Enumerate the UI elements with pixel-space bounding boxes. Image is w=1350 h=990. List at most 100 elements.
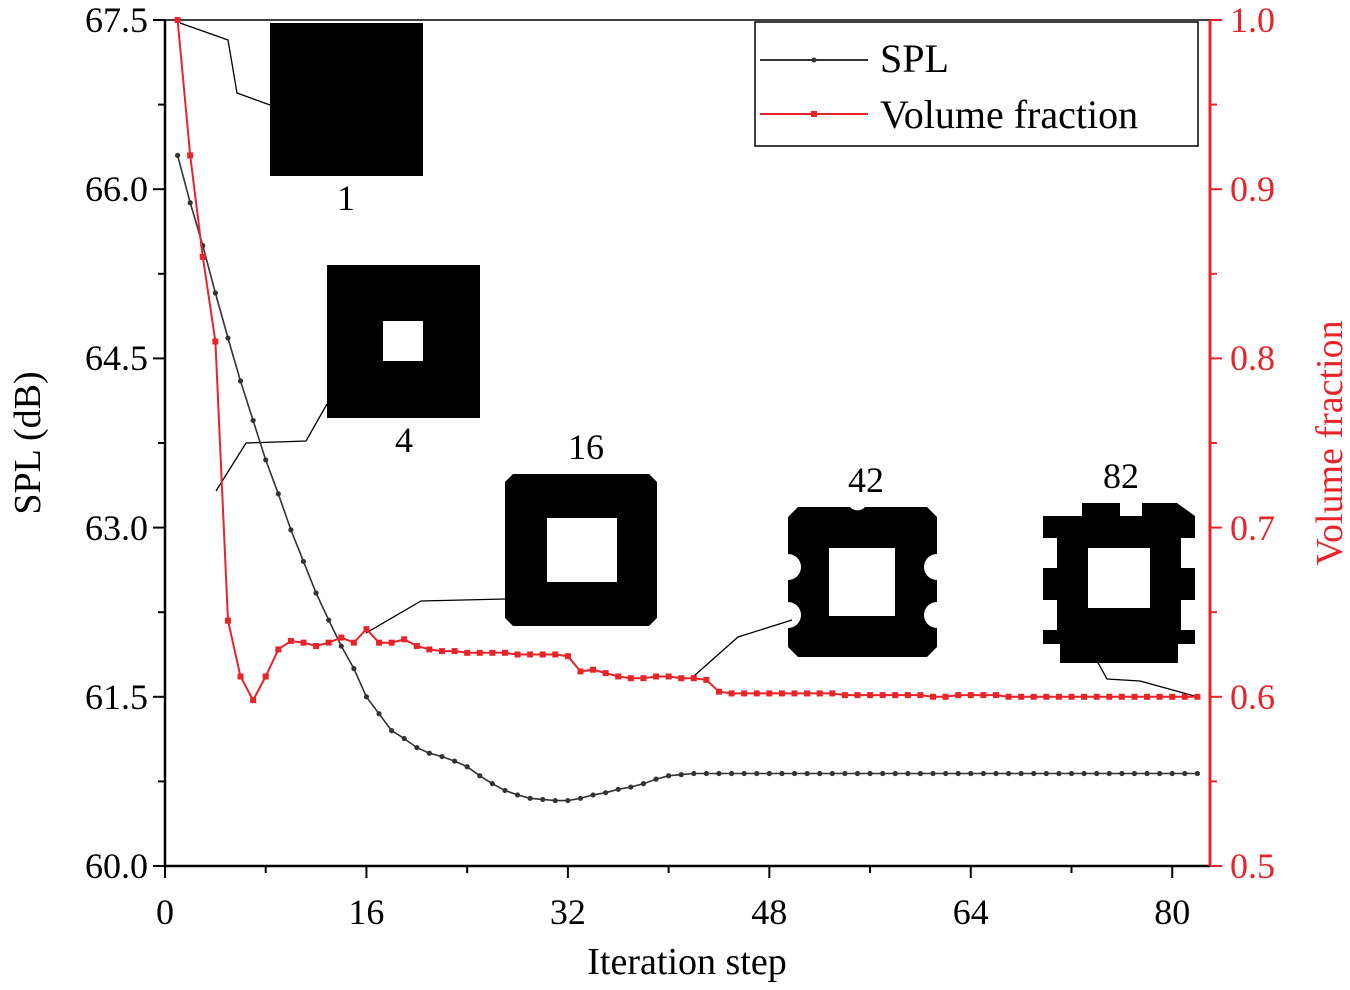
y-tick-label: 64.5 <box>85 338 148 378</box>
volume-fraction-point <box>174 17 181 23</box>
volume-fraction-point <box>1144 693 1151 700</box>
y-tick-label: 63.0 <box>85 508 148 548</box>
spl-point <box>1194 770 1201 777</box>
legend-label-volume: Volume fraction <box>880 92 1138 137</box>
volume-fraction-point <box>590 666 597 673</box>
spl-point <box>716 770 722 777</box>
spl-point <box>590 792 596 798</box>
spl-point <box>401 735 407 742</box>
design-label-4: 4 <box>395 420 413 460</box>
volume-fraction-point <box>602 670 609 677</box>
volume-fraction-point <box>489 649 496 656</box>
spl-point <box>439 753 445 760</box>
spl-point <box>275 491 281 497</box>
spl-point <box>1119 770 1125 777</box>
spl-point <box>666 773 672 779</box>
volume-fraction-point <box>703 676 710 683</box>
volume-fraction-point <box>413 643 420 650</box>
spl-point <box>930 770 936 777</box>
design-snapshot-42: 42 <box>788 460 937 657</box>
design-label-1: 1 <box>337 178 355 218</box>
volume-fraction-point <box>741 690 748 697</box>
volume-fraction-point <box>313 643 320 650</box>
spl-point <box>640 781 647 787</box>
spl-point <box>451 758 458 764</box>
volume-fraction-point <box>187 152 194 159</box>
y2-tick-label: 1.0 <box>1230 0 1275 40</box>
spl-point <box>754 770 760 777</box>
design-label-16: 16 <box>568 427 604 467</box>
spl-point <box>766 770 772 777</box>
volume-fraction-point <box>728 690 735 697</box>
spl-point <box>514 792 521 798</box>
tick-marks <box>153 19 1222 878</box>
volume-fraction-point <box>564 653 571 660</box>
volume-fraction-point <box>678 675 685 682</box>
spl-point <box>1169 770 1175 777</box>
y2-tick-label: 0.9 <box>1230 169 1275 209</box>
volume-fraction-point <box>715 688 722 695</box>
spl-point <box>1068 770 1075 777</box>
y-tick-label: 60.0 <box>85 846 148 886</box>
volume-fraction-point <box>262 673 269 680</box>
y-tick-labels: 60.0 61.5 63.0 64.5 66.0 67.5 <box>85 0 148 886</box>
volume-fraction-point <box>690 675 697 682</box>
x-tick-label: 64 <box>953 892 989 932</box>
volume-fraction-point <box>1055 693 1062 700</box>
spl-point <box>817 770 823 777</box>
leader-lines <box>179 22 1199 698</box>
volume-fraction-point <box>1118 693 1125 700</box>
spl-point <box>1131 770 1138 777</box>
y2-axis-title: Volume fraction <box>1309 320 1350 565</box>
spl-point <box>187 200 193 206</box>
spl-point <box>376 711 382 717</box>
spl-point <box>540 796 546 803</box>
volume-fraction-point <box>539 651 546 658</box>
spl-point <box>993 770 999 777</box>
volume-fraction-point <box>804 690 811 697</box>
volume-fraction-point <box>627 675 634 682</box>
spl-point <box>653 776 659 782</box>
y2-tick-label: 0.8 <box>1230 338 1275 378</box>
volume-fraction-point <box>967 692 974 699</box>
design-snapshot-16: 16 <box>505 427 657 626</box>
spl-point <box>691 770 697 777</box>
volume-fraction-point <box>778 690 785 697</box>
spl-point <box>174 152 181 158</box>
spl-point <box>212 290 218 296</box>
volume-fraction-point <box>514 651 521 658</box>
volume-fraction-point <box>1030 693 1037 700</box>
volume-fraction-point <box>892 692 899 699</box>
y2-tick-labels: 0.5 0.6 0.7 0.8 0.9 1.0 <box>1230 0 1275 886</box>
spl-point <box>552 797 558 804</box>
spl-point <box>565 797 571 804</box>
spl-point <box>829 770 835 777</box>
volume-fraction-point <box>451 648 458 655</box>
volume-fraction-point <box>250 697 257 704</box>
x-tick-label: 48 <box>751 892 787 932</box>
spl-point <box>414 744 420 751</box>
volume-fraction-point <box>224 617 231 624</box>
y-tick-label: 66.0 <box>85 169 148 209</box>
volume-fraction-point <box>854 692 861 699</box>
volume-fraction-point <box>1068 693 1075 700</box>
leader-line-42 <box>693 619 793 677</box>
volume-fraction-point <box>401 636 408 643</box>
volume-fraction-point <box>1169 693 1176 700</box>
volume-fraction-point <box>388 639 395 646</box>
volume-fraction-point <box>476 649 483 656</box>
spl-line <box>176 155 1198 802</box>
volume-fraction-point <box>879 692 886 699</box>
spl-point <box>1018 770 1024 777</box>
spl-point <box>905 770 911 777</box>
spl-point <box>603 790 609 796</box>
spl-point <box>250 417 256 424</box>
volume-fraction-point <box>992 692 999 699</box>
spl-point <box>288 527 294 533</box>
volume-fraction-point <box>376 639 383 646</box>
volume-fraction-point <box>552 651 559 658</box>
volume-fraction-point <box>426 646 433 653</box>
spl-point <box>225 335 231 341</box>
y-axis-title: SPL (dB) <box>7 371 49 514</box>
design-snapshot-4: 4 <box>327 265 480 460</box>
